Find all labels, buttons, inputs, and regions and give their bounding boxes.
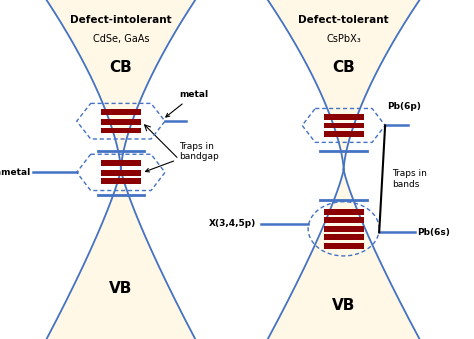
Text: nonmetal: nonmetal <box>0 168 30 177</box>
Text: Defect-intolerant: Defect-intolerant <box>70 15 172 25</box>
Text: VB: VB <box>332 298 356 313</box>
Text: metal: metal <box>166 91 208 117</box>
Text: Pb(6s): Pb(6s) <box>417 228 450 237</box>
Text: CsPbX₃: CsPbX₃ <box>326 34 361 44</box>
Text: Traps in
bands: Traps in bands <box>392 169 427 188</box>
Text: CB: CB <box>332 60 355 75</box>
Text: Traps in
bandgap: Traps in bandgap <box>146 142 219 172</box>
Text: X(3,4,5p): X(3,4,5p) <box>209 219 256 228</box>
Text: Pb(6p): Pb(6p) <box>387 102 421 111</box>
Text: CB: CB <box>109 60 132 75</box>
Text: CdSe, GaAs: CdSe, GaAs <box>92 34 149 44</box>
Text: Defect-tolerant: Defect-tolerant <box>298 15 389 25</box>
Text: VB: VB <box>109 281 133 296</box>
